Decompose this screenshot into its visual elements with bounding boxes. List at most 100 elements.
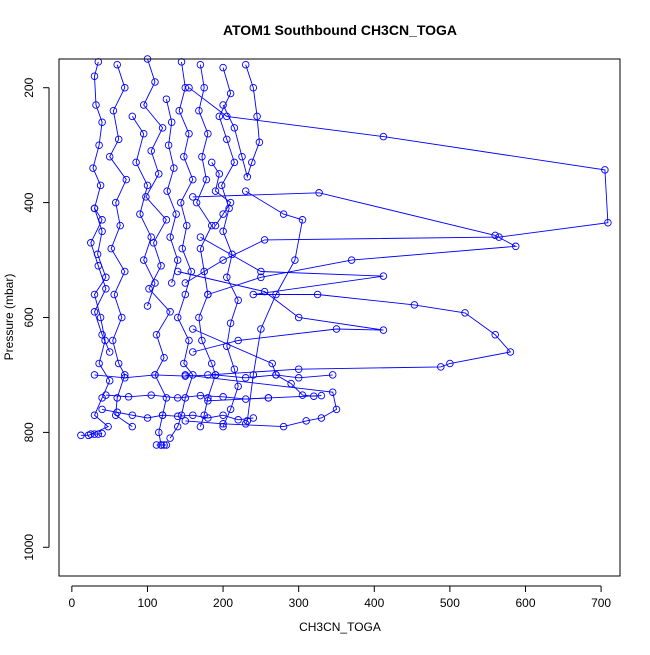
data-point xyxy=(185,129,193,138)
data-point xyxy=(98,227,106,236)
data-point xyxy=(105,152,114,161)
data-point xyxy=(151,279,159,287)
data-point xyxy=(200,267,208,276)
data-point xyxy=(211,371,220,379)
data-point xyxy=(294,374,303,382)
data-point xyxy=(98,405,106,414)
data-point xyxy=(176,198,185,207)
data-point xyxy=(108,336,117,345)
y-axis: 200 400 600 800 1000 xyxy=(22,77,50,561)
data-point xyxy=(219,210,227,218)
data-point xyxy=(102,273,110,282)
data-point xyxy=(219,227,227,236)
data-point xyxy=(332,405,341,414)
data-point xyxy=(317,391,326,400)
data-point xyxy=(173,422,182,431)
data-point xyxy=(90,72,99,80)
data-point xyxy=(87,430,95,438)
data-point xyxy=(461,309,469,317)
data-point xyxy=(178,244,186,253)
chart-title: ATOM1 Southbound CH3CN_TOGA xyxy=(223,22,457,38)
series-16 xyxy=(102,391,273,403)
data-point xyxy=(234,296,242,305)
data-point xyxy=(226,405,235,414)
data-point xyxy=(241,420,250,428)
series-line xyxy=(165,99,179,284)
data-point xyxy=(90,204,99,213)
data-point xyxy=(207,158,216,167)
data-point xyxy=(291,256,299,264)
data-point xyxy=(219,256,227,264)
data-point xyxy=(189,411,197,419)
data-point xyxy=(202,175,211,184)
series-10 xyxy=(173,267,388,356)
data-point xyxy=(98,394,106,402)
data-point xyxy=(162,95,171,103)
x-tick-label: 400 xyxy=(364,596,384,610)
data-point xyxy=(279,210,288,218)
data-point xyxy=(328,371,337,379)
data-point xyxy=(189,371,197,379)
series-21 xyxy=(207,158,235,230)
data-point xyxy=(77,431,85,440)
data-point xyxy=(287,379,295,388)
data-point xyxy=(223,342,231,350)
data-point xyxy=(192,198,201,207)
data-point xyxy=(437,363,445,371)
data-point xyxy=(96,181,105,190)
data-point xyxy=(180,152,188,161)
data-point xyxy=(90,371,99,379)
data-point xyxy=(181,83,190,92)
data-point xyxy=(107,244,115,253)
data-point xyxy=(241,60,250,69)
series-line xyxy=(90,208,111,353)
data-point xyxy=(260,236,269,244)
series-line xyxy=(177,271,384,353)
series-17 xyxy=(90,371,337,382)
x-tick-label: 0 xyxy=(69,596,76,610)
data-point xyxy=(379,272,388,280)
data-point xyxy=(116,221,124,230)
data-point xyxy=(264,394,273,402)
data-point xyxy=(95,141,103,149)
data-point xyxy=(379,326,388,334)
x-axis-label: CH3CN_TOGA xyxy=(299,620,381,634)
data-point xyxy=(207,221,216,230)
data-point xyxy=(215,112,224,121)
data-point xyxy=(92,101,100,109)
data-point xyxy=(147,147,155,155)
data-point xyxy=(249,83,258,92)
data-point xyxy=(253,112,261,121)
data-point xyxy=(200,83,208,92)
data-point xyxy=(255,138,264,147)
data-point xyxy=(313,290,322,299)
data-point xyxy=(223,273,231,282)
data-point xyxy=(219,101,227,109)
data-point xyxy=(180,359,188,368)
data-point xyxy=(143,181,152,190)
data-point xyxy=(185,83,193,92)
data-point xyxy=(124,393,133,401)
data-point xyxy=(495,233,503,241)
data-point xyxy=(272,290,280,299)
data-point xyxy=(294,365,303,373)
data-point xyxy=(219,63,227,72)
data-point xyxy=(143,302,152,310)
data-point xyxy=(226,89,235,98)
data-point xyxy=(211,221,220,230)
series-line xyxy=(211,162,232,226)
data-point xyxy=(249,290,258,299)
series-line xyxy=(94,374,333,379)
x-tick-label: 500 xyxy=(440,596,460,610)
plot-frame xyxy=(58,58,621,577)
data-point xyxy=(89,164,97,172)
data-point xyxy=(102,391,110,399)
data-point xyxy=(302,417,310,425)
data-point xyxy=(219,393,227,401)
series-line xyxy=(90,433,103,435)
series-18 xyxy=(87,204,114,356)
data-point xyxy=(98,118,106,126)
data-point xyxy=(195,106,203,115)
series-line xyxy=(131,116,156,307)
